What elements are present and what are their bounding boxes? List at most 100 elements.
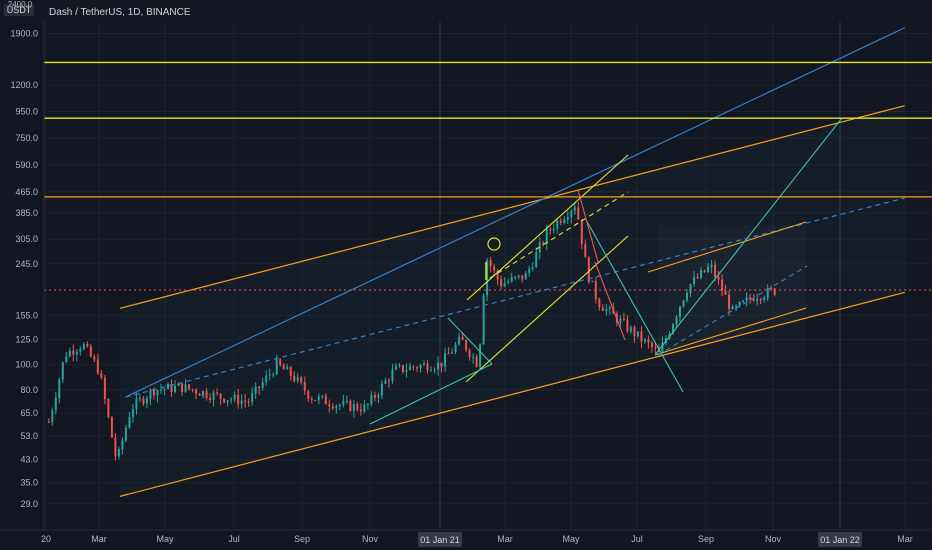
candle-body [174,385,177,392]
candle-body [643,339,646,342]
candle-body [521,275,524,280]
drawing-line[interactable] [369,363,493,425]
candle-body [759,299,762,301]
candle-body [752,299,755,301]
drawing-line[interactable] [447,317,493,365]
candle-body [430,370,433,372]
candle-body [72,350,75,355]
price-tick-label: 43.0 [20,455,38,465]
price-tick-label: 125.0 [15,335,38,345]
candle-body [542,242,545,244]
candle-body [756,299,759,301]
candle-body [342,401,345,405]
candle-body [47,422,50,424]
candle-body [636,331,639,337]
price-tick-label: 465.0 [15,187,38,197]
candle-body [721,279,724,292]
candle-body [370,395,373,404]
candle-body [696,277,699,279]
candle-body [391,369,394,382]
candle-body [51,410,54,423]
drawing-line[interactable] [489,191,629,279]
price-tick-label: 100.0 [15,360,38,370]
drawing-tools[interactable] [119,27,905,497]
candle-body [275,359,278,375]
candle-body [177,383,180,386]
candle-body [454,344,457,353]
candle-body [314,400,317,402]
candle-body [689,284,692,293]
candle-body [209,397,212,400]
candle-body [707,267,710,272]
time-axis-bg [0,530,932,550]
drawing-line[interactable] [647,221,807,273]
candle-body [629,327,632,332]
candle-body [601,307,604,311]
candle-body [156,390,159,396]
price-axis[interactable]: 1900.0 1200.0 950.0 750.0 590.0 465.0 385.0 305… [0,22,45,530]
candle-body [293,376,296,381]
candle-body [149,389,152,399]
candle-series [47,201,776,461]
candle-body [728,294,731,310]
trendline[interactable] [119,291,905,497]
candle-body [328,404,331,407]
candle-body [693,277,696,285]
trendline[interactable] [125,197,905,398]
candle-body [345,400,348,402]
candle-body [103,377,106,400]
candle-body [184,384,187,392]
price-tick-label: 80.0 [20,385,38,395]
candle-body [415,367,418,369]
candle-body [107,399,110,417]
candle-body [587,257,590,283]
candle-body [619,318,622,323]
candle-body [65,356,68,363]
candle-body [433,369,436,371]
candle-body [349,400,352,411]
drawing-line[interactable] [594,261,626,341]
candle-body [324,395,327,405]
candle-body [570,210,573,218]
candle-body [289,367,292,377]
time-tick-label: Nov [765,534,782,544]
candle-body [703,270,706,272]
candle-body [331,406,334,409]
trendline[interactable] [125,27,905,398]
drawing-line[interactable] [654,307,807,356]
candle-body [675,316,678,325]
candle-body [212,392,215,400]
candle-body [507,281,510,283]
drawing-line[interactable] [465,235,629,383]
drawing-line[interactable] [654,117,843,356]
time-tick-label: Sep [698,534,714,544]
drawing-line[interactable] [657,265,808,356]
candle-body [503,282,506,287]
candle-body [682,300,685,307]
candle-body [307,391,310,399]
candle-body [408,366,411,370]
candle-body [742,300,745,302]
time-axis[interactable]: 20 Mar May Jul Sep Nov Mar May Jul Sep Nov Mar 01 Ja… [0,529,932,550]
candle-body [167,383,169,390]
candle-body [468,349,471,358]
candle-body [268,374,271,376]
time-tick-label: Nov [362,534,379,544]
trendline[interactable] [119,105,905,309]
chart-title: Dash / TetherUS, 1D, BINANCE [49,7,191,18]
candle-body [296,377,299,381]
drawing-line[interactable] [584,217,684,393]
price-tick-label: 1200.0 [10,80,38,90]
candle-body [650,342,653,348]
candle-body [440,362,443,367]
price-tick-label: 750.0 [15,133,38,143]
candle-body [717,276,720,280]
drawing-line[interactable] [577,189,599,263]
candle-body [380,383,383,396]
candle-body [338,404,341,406]
candle-body [763,297,766,300]
candle-body [647,339,650,343]
candle-body [286,367,289,370]
candle-body [426,363,429,371]
